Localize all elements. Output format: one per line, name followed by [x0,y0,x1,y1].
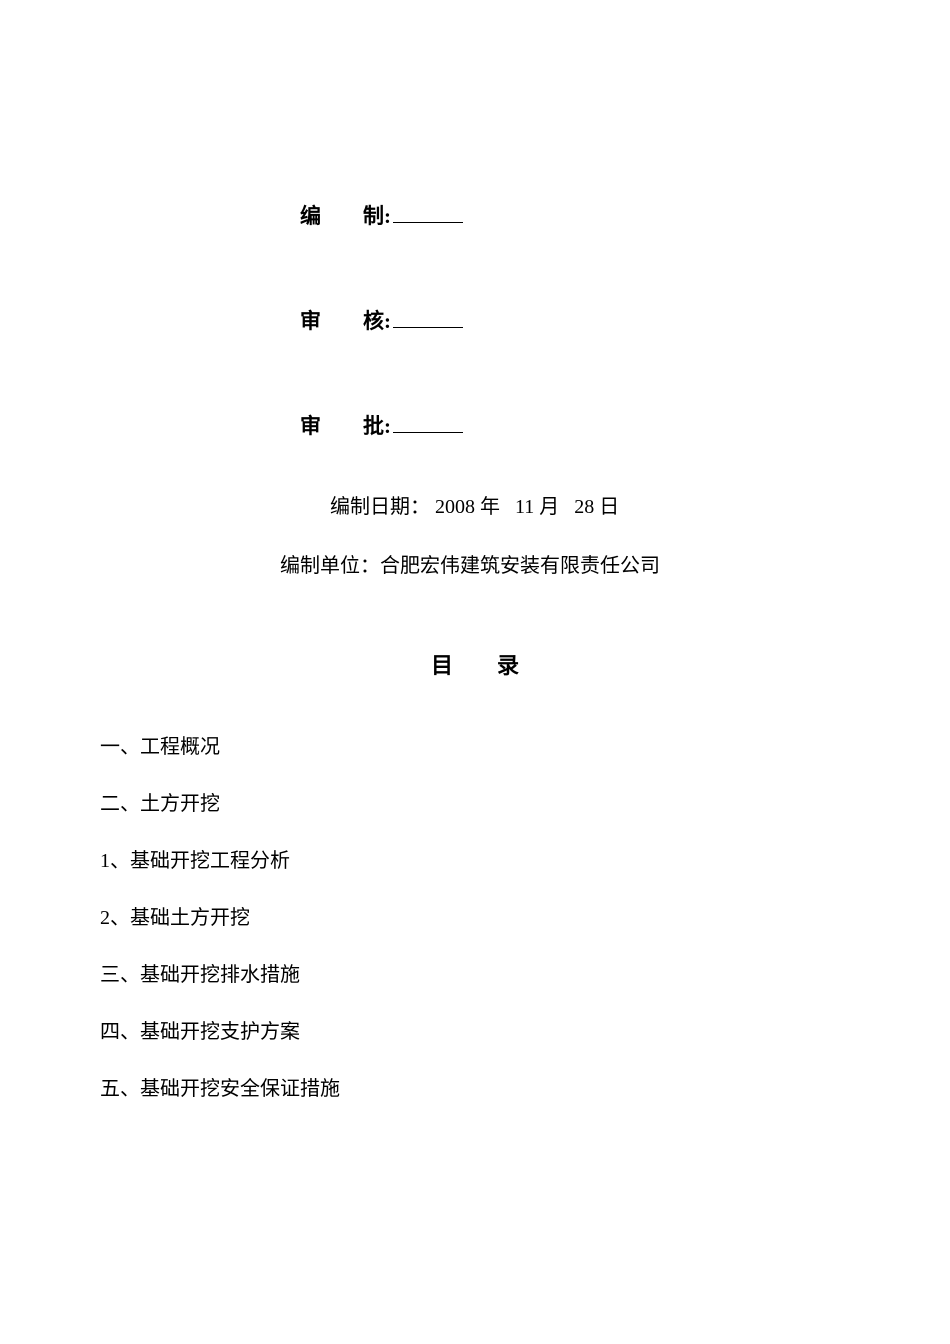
toc-item: 二、土方开挖 [100,787,850,816]
approve-label: 审 批: [300,410,391,440]
unit-name: 合肥宏伟建筑安装有限责任公司 [380,555,660,577]
compile-line [393,222,463,223]
unit-prefix: 编制单位： [280,555,380,577]
compile-unit: 编制单位：合肥宏伟建筑安装有限责任公司 [280,549,850,578]
year-unit: 年 [480,496,500,518]
toc-item: 2、基础土方开挖 [100,901,850,930]
compile-label: 编 制: [300,200,391,230]
toc-item: 三、基础开挖排水措施 [100,958,850,987]
compile-date: 编制日期： 2008 年 11 月 28 日 [330,490,850,519]
toc-title: 目 录 [100,648,850,680]
document-page: 编 制: 审 核: 审 批: 编制日期： 2008 年 11 月 28 日 编制… [0,0,950,1101]
date-day: 28 [574,496,594,518]
date-year: 2008 [435,496,475,518]
approve-row: 审 批: [300,410,850,440]
day-unit: 日 [599,496,619,518]
signature-block: 编 制: 审 核: 审 批: [300,200,850,440]
toc-item: 1、基础开挖工程分析 [100,844,850,873]
month-unit: 月 [539,496,559,518]
approve-line [393,432,463,433]
date-prefix: 编制日期： [330,496,430,518]
toc-item: 四、基础开挖支护方案 [100,1015,850,1044]
toc-item: 一、工程概况 [100,730,850,759]
review-line [393,327,463,328]
date-month: 11 [515,496,534,518]
review-row: 审 核: [300,305,850,335]
review-label: 审 核: [300,305,391,335]
toc-list: 一、工程概况 二、土方开挖 1、基础开挖工程分析 2、基础土方开挖 三、基础开挖… [100,730,850,1101]
toc-item: 五、基础开挖安全保证措施 [100,1072,850,1101]
compile-row: 编 制: [300,200,850,230]
